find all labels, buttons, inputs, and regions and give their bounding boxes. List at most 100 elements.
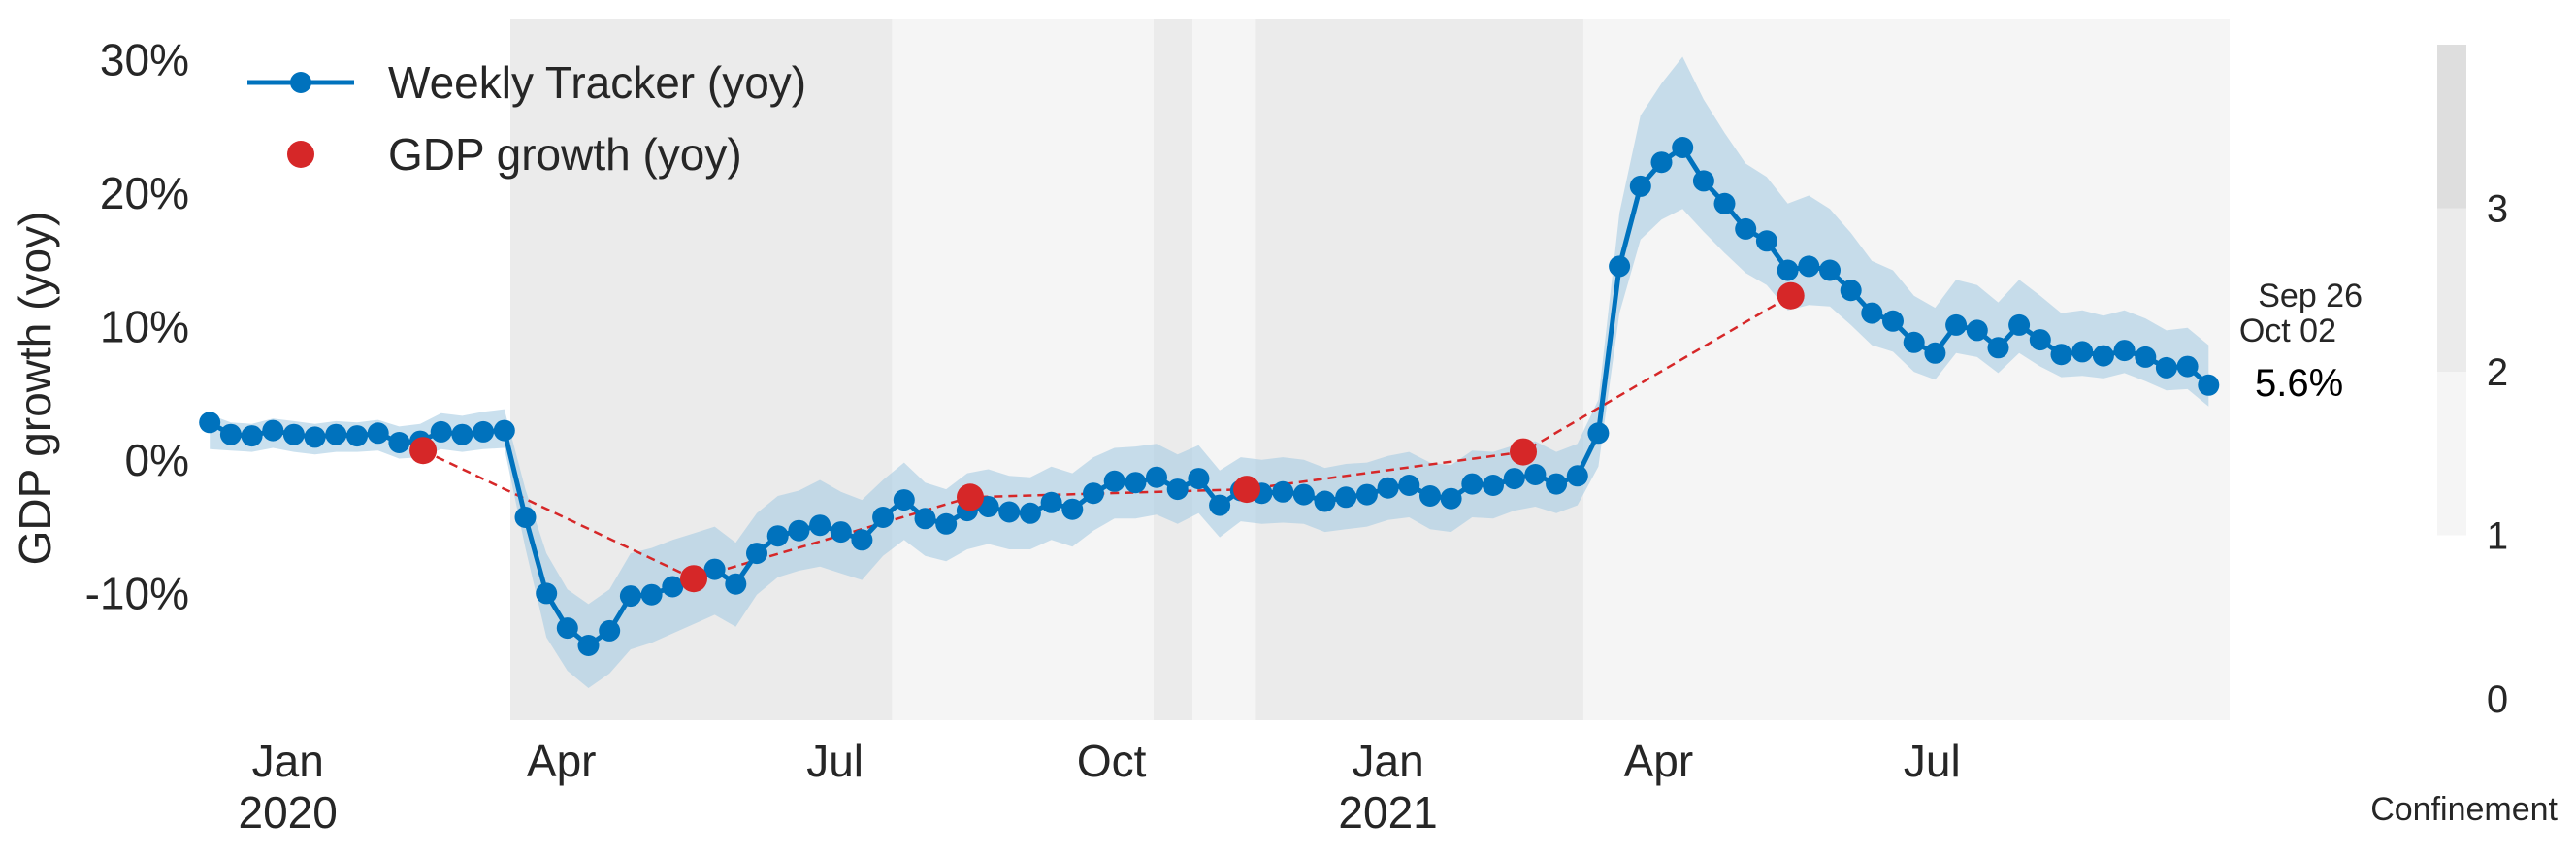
tracker-point xyxy=(2155,356,2177,379)
tracker-point xyxy=(577,635,600,656)
tracker-point xyxy=(367,422,389,445)
gdp-points xyxy=(409,281,1805,593)
tracker-point xyxy=(599,619,621,642)
tracker-point xyxy=(851,529,873,551)
y-tick-label: 10% xyxy=(100,301,189,351)
tracker-point xyxy=(1166,478,1189,501)
tracker-point xyxy=(998,501,1021,523)
tracker-point xyxy=(1650,151,1673,174)
tracker-point xyxy=(536,582,558,605)
tracker-point xyxy=(619,585,641,608)
gdp-dashed-line xyxy=(422,294,1792,580)
tracker-point xyxy=(1440,487,1462,510)
tracker-point xyxy=(1188,468,1210,490)
colorbar-segment-0 xyxy=(2437,372,2466,536)
tracker-point xyxy=(746,543,767,565)
tracker-point xyxy=(493,419,515,442)
tracker-point xyxy=(1083,482,1104,505)
tracker-point xyxy=(388,432,410,453)
tracker-point xyxy=(199,412,221,434)
tracker-point xyxy=(241,425,263,447)
x-tick-label: Apr xyxy=(1624,736,1694,786)
tracker-point xyxy=(2071,341,2094,363)
tracker-point xyxy=(430,420,452,443)
x-tick-label: Apr xyxy=(527,736,597,786)
tracker-point xyxy=(1461,473,1484,495)
gdp-point xyxy=(957,483,984,511)
tracker-point xyxy=(1566,465,1588,487)
tracker-point xyxy=(1735,217,1757,240)
tracker-point xyxy=(830,521,852,544)
tracker-point xyxy=(914,508,936,530)
legend: Weekly Tracker (yoy) GDP growth (yoy) xyxy=(247,57,806,180)
tracker-point xyxy=(1882,310,1904,332)
gdp-point xyxy=(680,565,707,593)
confinement-band-1 xyxy=(892,19,1154,720)
tracker-point xyxy=(1335,486,1357,509)
colorbar-segment-1 xyxy=(2437,208,2466,372)
tracker-point xyxy=(2029,329,2051,351)
tracker-point xyxy=(2135,346,2157,368)
tracker-point xyxy=(1524,464,1547,485)
tracker-point xyxy=(1672,137,1694,158)
legend-gdp-marker xyxy=(287,141,314,168)
tracker-point xyxy=(262,419,284,442)
confinement-band-3 xyxy=(1192,19,1256,720)
colorbar-tick-label: 2 xyxy=(2487,351,2508,394)
colorbar-tick-label: 0 xyxy=(2487,678,2508,721)
tracker-point xyxy=(1692,170,1714,192)
x-tick-label: Jul xyxy=(1904,736,1961,786)
tracker-point xyxy=(1125,472,1147,494)
tracker-point xyxy=(325,423,347,445)
x-tick-label: Jan xyxy=(1353,736,1424,786)
colorbar-tick-label: 1 xyxy=(2487,515,2508,558)
tracker-point xyxy=(703,558,726,580)
tracker-point xyxy=(304,426,326,448)
tracker-point xyxy=(1355,483,1378,506)
gdp-point xyxy=(1233,476,1260,504)
confidence-band xyxy=(210,56,2209,688)
x-tick-label: Jan xyxy=(252,736,324,786)
tracker-point xyxy=(1419,485,1441,507)
tracker-point xyxy=(346,425,368,447)
confinement-colorbar xyxy=(2437,45,2466,536)
tracker-point xyxy=(1987,337,2009,359)
tracker-point xyxy=(1209,494,1231,516)
tracker-point xyxy=(766,525,789,547)
tracker-point xyxy=(556,617,578,640)
tracker-point xyxy=(1966,319,1988,342)
annotation-date-2: Oct 02 xyxy=(2239,313,2336,349)
tracker-point xyxy=(451,423,473,445)
y-tick-label: 0% xyxy=(125,435,189,485)
colorbar-ticks: 0 1 2 3 xyxy=(2487,188,2508,722)
gdp-point xyxy=(1777,281,1805,310)
gdp-point xyxy=(409,437,438,465)
tracker-point xyxy=(1903,331,1925,353)
tracker-point xyxy=(1546,473,1568,495)
y-tick-label: -10% xyxy=(85,568,189,618)
x-tick-label: Jul xyxy=(806,736,864,786)
tracker-point xyxy=(1609,255,1631,278)
tracker-point xyxy=(1483,475,1504,496)
colorbar-segment-2 xyxy=(2437,45,2466,209)
tracker-point xyxy=(2198,374,2220,396)
tracker-point xyxy=(1755,230,1777,252)
tracker-point xyxy=(1861,302,1883,324)
tracker-point xyxy=(1377,477,1399,499)
y-tick-label: 20% xyxy=(100,168,189,218)
tracker-point xyxy=(1272,480,1294,503)
tracker-point xyxy=(1777,259,1799,281)
tracker-point xyxy=(2113,340,2136,362)
tracker-point xyxy=(788,519,810,542)
tracker-point xyxy=(809,514,831,537)
tracker-point xyxy=(640,583,663,606)
y-axis-ticks: -10% 0% 10% 20% 30% xyxy=(85,34,189,618)
confidence-band-layer xyxy=(210,56,2209,688)
tracker-point xyxy=(219,423,242,445)
annotation-latest-value: 5.6% xyxy=(2255,362,2343,405)
tracker-point xyxy=(1819,259,1841,281)
tracker-point xyxy=(282,423,305,445)
tracker-point xyxy=(1314,490,1336,512)
